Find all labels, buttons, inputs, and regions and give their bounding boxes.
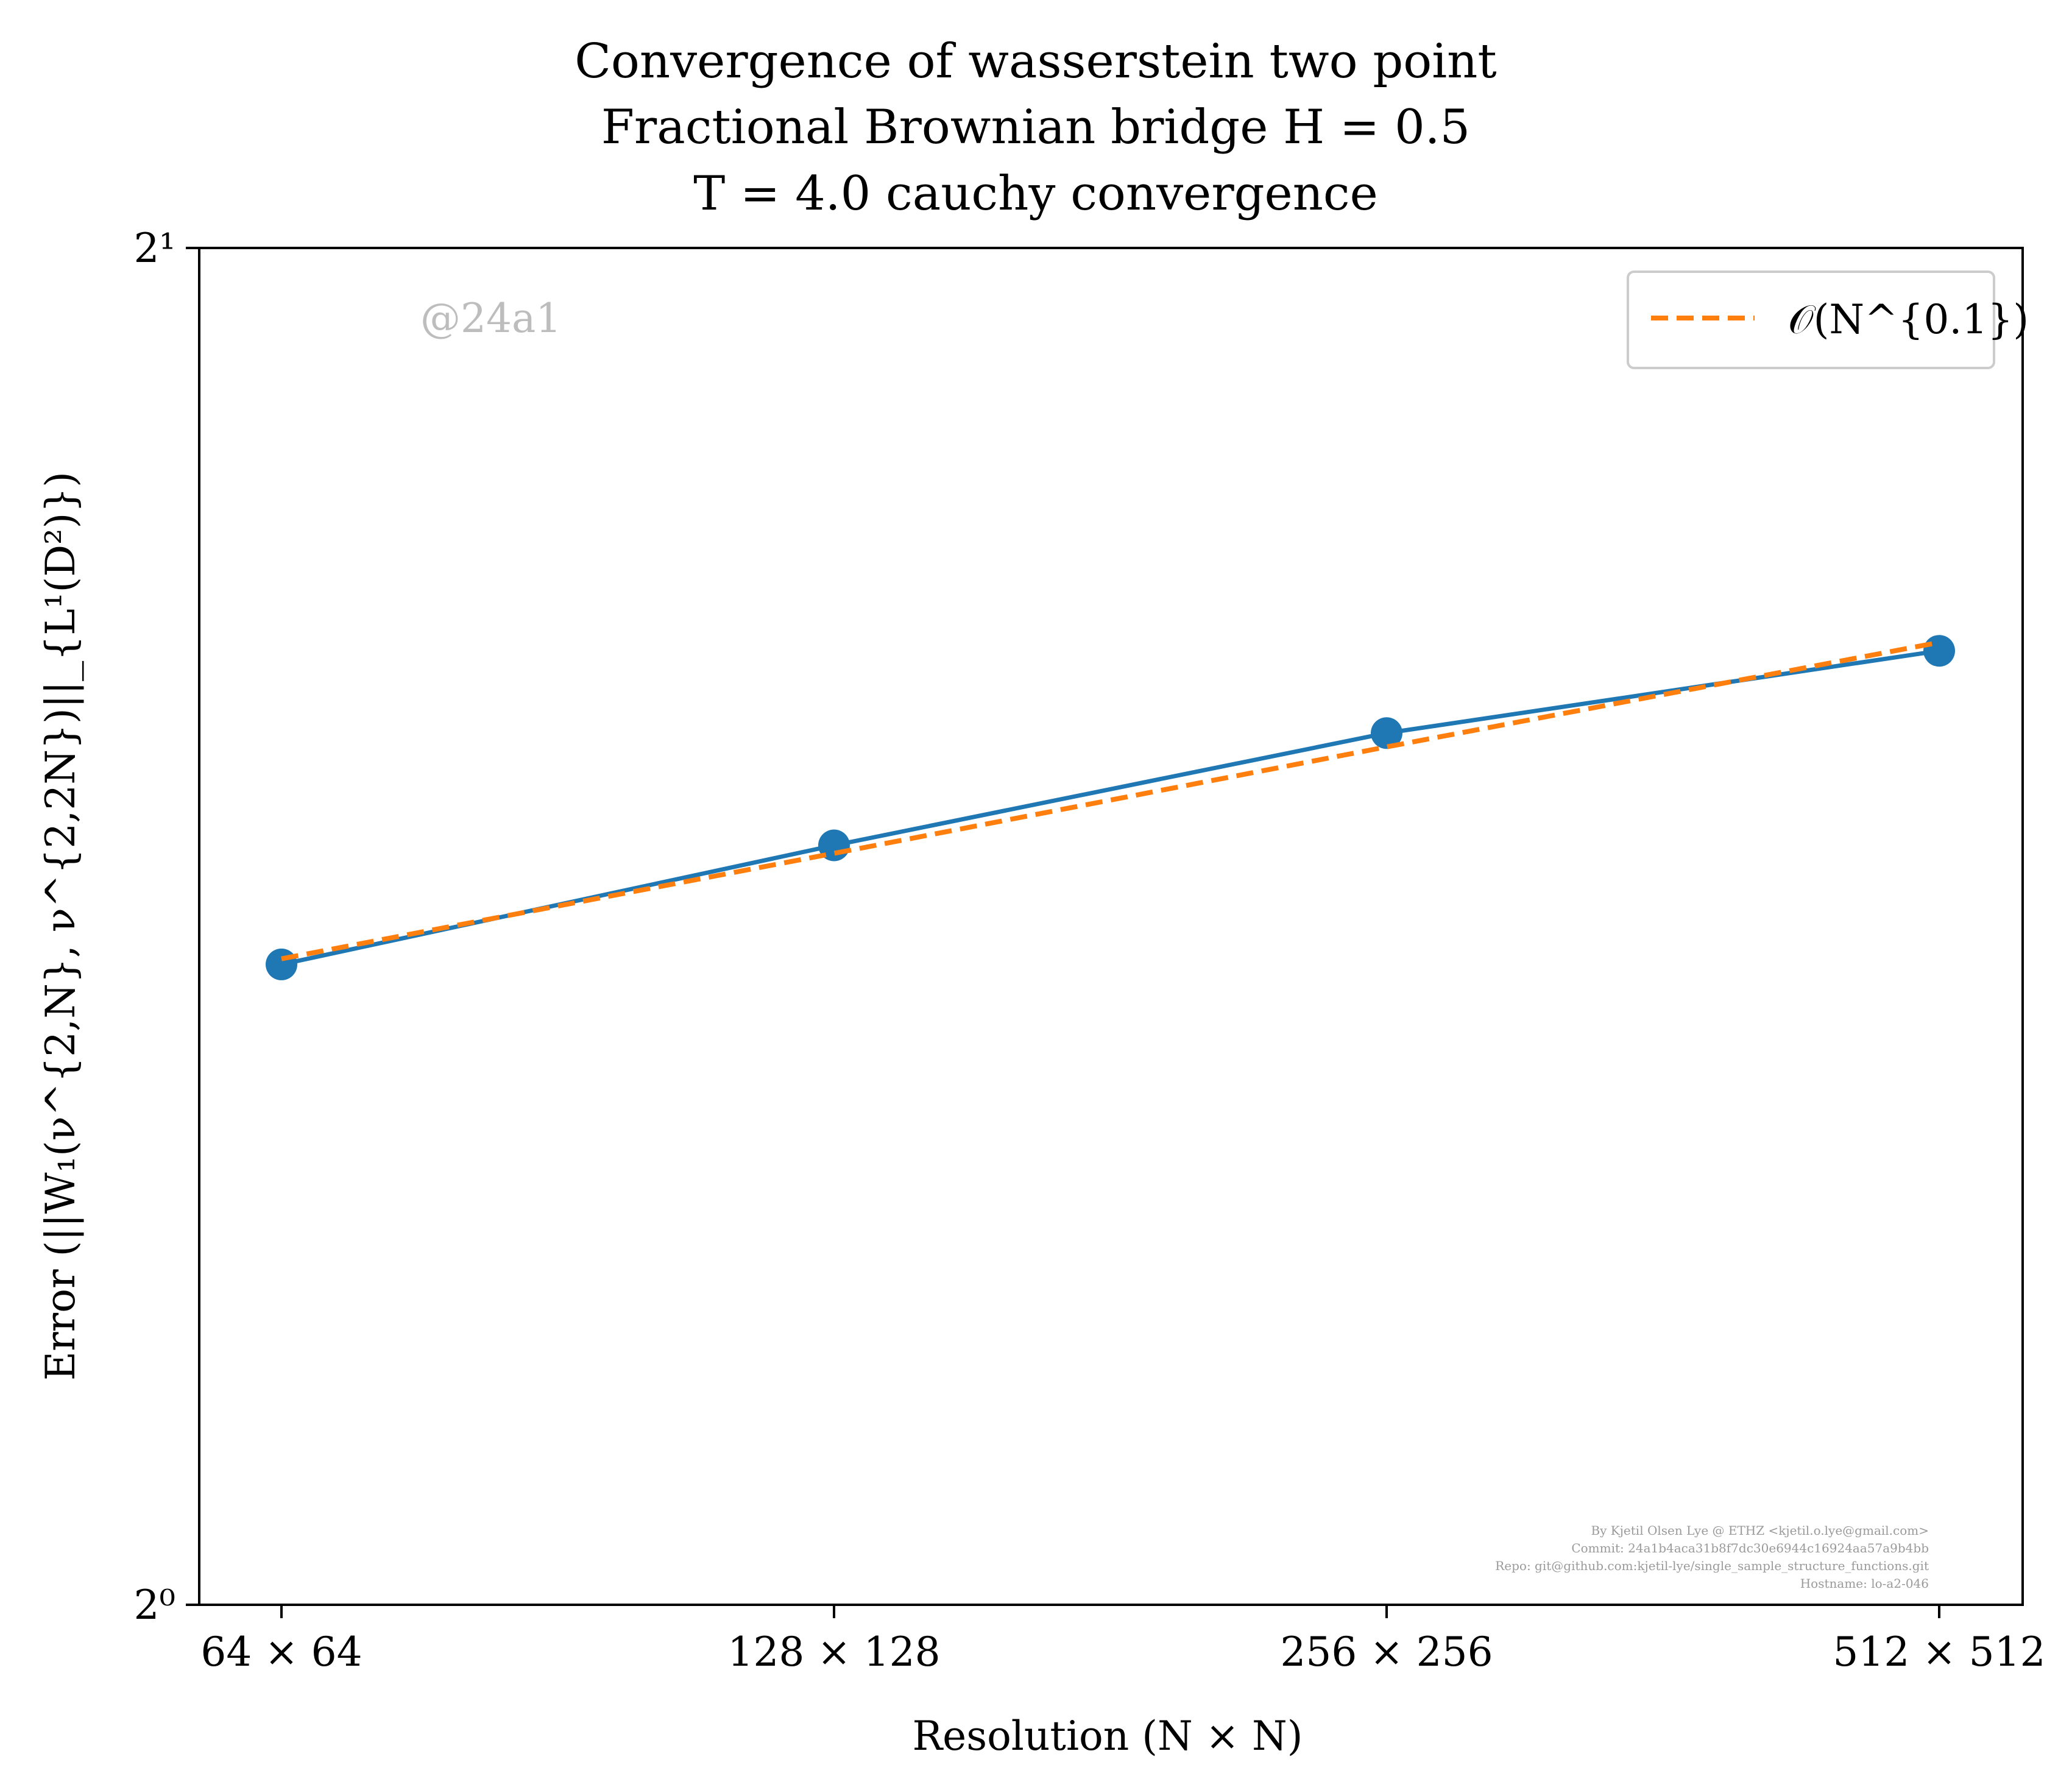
series-0-point-256	[1371, 717, 1402, 749]
plot-area-frame	[198, 247, 2024, 1606]
x-tick-label-128: 128 × 128	[727, 1629, 940, 1675]
credit-line-1: By Kjetil Olsen Lye @ ETHZ <kjetil.o.lye…	[1591, 1523, 1929, 1538]
chart-title-line-2: Fractional Brownian bridge H = 0.5	[601, 100, 1470, 155]
y-tick-label-top: 2¹	[134, 225, 175, 272]
y-tick-label-bottom: 2⁰	[134, 1582, 175, 1629]
y-axis-label: Error (||W₁(ν^{2,N}, ν^{2,2N})||_{L¹(D²)…	[37, 472, 84, 1381]
x-tick-label-512: 512 × 512	[1833, 1629, 2045, 1675]
legend-box	[1627, 271, 1995, 369]
credit-line-3: Repo: git@github.com:kjetil-lye/single_s…	[1495, 1558, 1929, 1573]
series-0-point-512	[1923, 635, 1955, 667]
chart-title-line-3: T = 4.0 cauchy convergence	[693, 166, 1378, 221]
legend-entry-label: 𝒪(N^{0.1})	[1788, 296, 2029, 343]
credit-line-4: Hostname: lo-a2-046	[1800, 1576, 1929, 1591]
x-tick-label-256: 256 × 256	[1280, 1629, 1493, 1675]
x-tick-label-64: 64 × 64	[200, 1629, 362, 1675]
credit-line-2: Commit: 24a1b4aca31b8f7dc30e6944c16924aa…	[1571, 1541, 1929, 1555]
series-0-point-64	[266, 948, 297, 980]
series-line-0	[281, 648, 1940, 967]
x-axis-label: Resolution (N × N)	[912, 1713, 1303, 1760]
chart-title-line-1: Convergence of wasserstein two point	[575, 34, 1497, 89]
watermark-text: @24a1	[420, 295, 561, 342]
legend: 𝒪(N^{0.1})	[1627, 271, 2029, 369]
